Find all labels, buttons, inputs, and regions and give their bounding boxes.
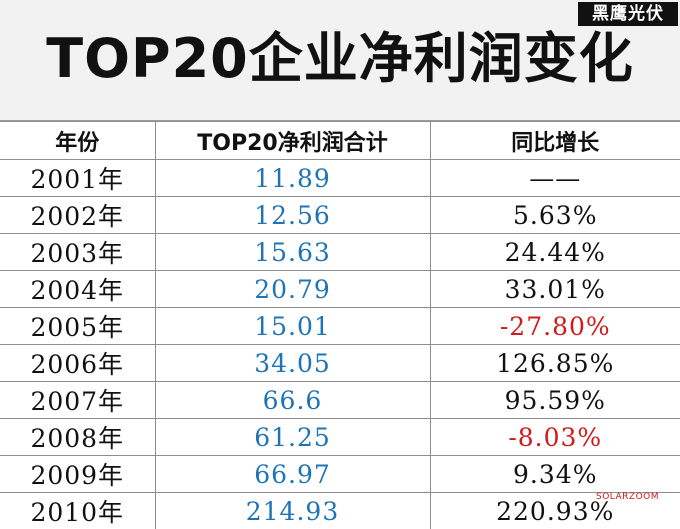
- year-cell: 2009年: [0, 455, 156, 493]
- profit-cell: 214.93: [154, 492, 431, 529]
- watermark-text: SOLARZOOM: [596, 492, 660, 502]
- profit-cell: 20.79: [154, 270, 431, 308]
- year-cell: 2006年: [0, 344, 156, 382]
- column-header-profit: TOP20净利润合计: [154, 121, 431, 160]
- column-header-growth: 同比增长: [429, 121, 680, 160]
- profit-cell: 15.01: [154, 307, 431, 345]
- growth-cell: 33.01%: [429, 270, 680, 308]
- growth-cell: 9.34%: [429, 455, 680, 493]
- growth-cell: 126.85%: [429, 344, 680, 382]
- table-row: 2009年 66.97 9.34%: [0, 455, 680, 493]
- profit-cell: 34.05: [154, 344, 431, 382]
- table-header-row: 年份 TOP20净利润合计 同比增长: [0, 121, 680, 160]
- growth-cell: 220.93%: [429, 492, 680, 529]
- table-row: 2002年 12.56 5.63%: [0, 196, 680, 234]
- title-banner: TOP20企业净利润变化 黑鹰光伏: [0, 0, 680, 121]
- profit-cell: 66.6: [154, 381, 431, 419]
- table-row: 2004年 20.79 33.01%: [0, 270, 680, 308]
- year-cell: 2001年: [0, 159, 156, 197]
- table-row: 2007年 66.6 95.59%: [0, 381, 680, 419]
- table-row: 2003年 15.63 24.44%: [0, 233, 680, 271]
- growth-cell: 5.63%: [429, 196, 680, 234]
- growth-cell: 24.44%: [429, 233, 680, 271]
- profit-cell: 15.63: [154, 233, 431, 271]
- profit-table: 年份 TOP20净利润合计 同比增长 2001年 11.89 —— 2002年 12.5…: [0, 121, 680, 529]
- profit-cell: 66.97: [154, 455, 431, 493]
- growth-cell: -27.80%: [429, 307, 680, 345]
- year-cell: 2008年: [0, 418, 156, 456]
- table-row: 2005年 15.01 -27.80%: [0, 307, 680, 345]
- table-row: 2010年 214.93 220.93%: [0, 492, 680, 529]
- growth-cell: ——: [429, 159, 680, 197]
- page-title: TOP20企业净利润变化: [46, 27, 634, 90]
- brand-logo: 黑鹰光伏: [578, 2, 678, 26]
- year-cell: 2002年: [0, 196, 156, 234]
- column-header-year: 年份: [0, 121, 156, 160]
- table-body: 2001年 11.89 —— 2002年 12.56 5.63% 2003年 15.63 24.…: [0, 159, 680, 529]
- year-cell: 2005年: [0, 307, 156, 345]
- growth-cell: -8.03%: [429, 418, 680, 456]
- growth-cell: 95.59%: [429, 381, 680, 419]
- year-cell: 2004年: [0, 270, 156, 308]
- table-row: 2008年 61.25 -8.03%: [0, 418, 680, 456]
- year-cell: 2007年: [0, 381, 156, 419]
- table-row: 2001年 11.89 ——: [0, 159, 680, 197]
- year-cell: 2010年: [0, 492, 156, 529]
- profit-cell: 11.89: [154, 159, 431, 197]
- year-cell: 2003年: [0, 233, 156, 271]
- profit-cell: 12.56: [154, 196, 431, 234]
- table-row: 2006年 34.05 126.85%: [0, 344, 680, 382]
- profit-cell: 61.25: [154, 418, 431, 456]
